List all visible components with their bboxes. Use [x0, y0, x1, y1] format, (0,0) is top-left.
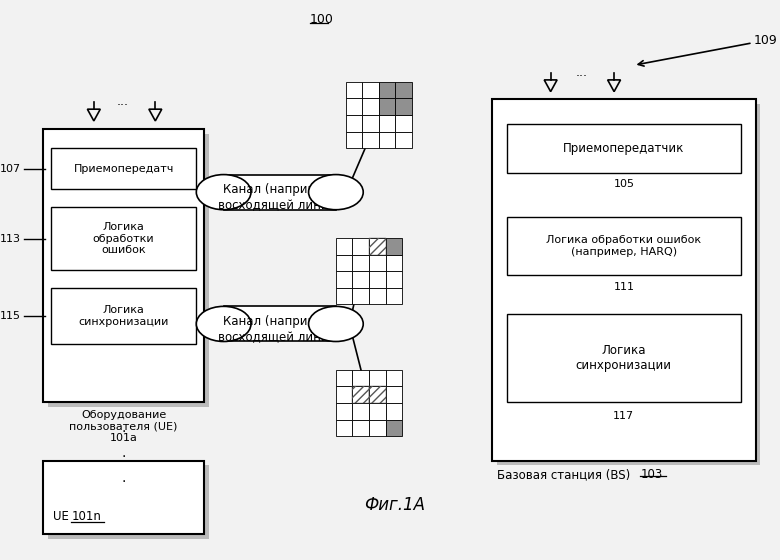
- Text: 100: 100: [310, 13, 333, 26]
- Text: Канал (например,
восходящей линии): Канал (например, восходящей линии): [218, 315, 341, 343]
- Bar: [385, 271, 402, 288]
- Bar: [224, 306, 336, 342]
- Bar: [369, 419, 385, 436]
- Bar: [385, 419, 402, 436]
- Bar: [224, 175, 336, 210]
- Bar: [353, 403, 369, 419]
- Bar: [362, 99, 379, 115]
- Text: 113: 113: [0, 234, 20, 244]
- Bar: [369, 386, 385, 403]
- Bar: [369, 238, 385, 255]
- Bar: [353, 238, 369, 255]
- Bar: [369, 370, 385, 386]
- Bar: [336, 403, 353, 419]
- Bar: [369, 271, 385, 288]
- Bar: [395, 115, 412, 132]
- Bar: [336, 419, 353, 436]
- Bar: [48, 465, 209, 539]
- Bar: [353, 255, 369, 271]
- Text: 103: 103: [640, 468, 663, 482]
- Ellipse shape: [197, 175, 251, 210]
- Bar: [336, 255, 353, 271]
- Text: ...: ...: [576, 66, 588, 78]
- Text: Логика
обработки
ошибок: Логика обработки ошибок: [93, 222, 154, 255]
- Bar: [395, 99, 412, 115]
- Bar: [346, 82, 362, 99]
- Bar: [385, 370, 402, 386]
- Text: 109: 109: [753, 34, 778, 48]
- Bar: [395, 132, 412, 148]
- Text: 115: 115: [0, 311, 20, 321]
- Bar: [369, 386, 385, 403]
- Bar: [336, 238, 353, 255]
- Bar: [51, 148, 197, 189]
- Text: 117: 117: [613, 410, 634, 421]
- Bar: [507, 217, 741, 275]
- Text: 111: 111: [613, 282, 634, 292]
- Text: Базовая станция (BS): Базовая станция (BS): [497, 468, 634, 482]
- Bar: [385, 255, 402, 271]
- Bar: [385, 288, 402, 305]
- Bar: [51, 288, 197, 344]
- Ellipse shape: [309, 306, 363, 342]
- Bar: [346, 132, 362, 148]
- Text: Логика
синхронизации: Логика синхронизации: [79, 305, 168, 327]
- Bar: [362, 115, 379, 132]
- Text: Логика обработки ошибок
(например, HARQ): Логика обработки ошибок (например, HARQ): [546, 235, 701, 256]
- Bar: [353, 386, 369, 403]
- Text: Приемопередатч: Приемопередатч: [73, 164, 174, 174]
- Text: .
.
.: . . .: [122, 421, 126, 485]
- Bar: [369, 238, 385, 255]
- Bar: [336, 288, 353, 305]
- Bar: [336, 271, 353, 288]
- Bar: [379, 82, 395, 99]
- Bar: [385, 403, 402, 419]
- Bar: [507, 314, 741, 402]
- Text: Фиг.1А: Фиг.1А: [364, 496, 425, 514]
- Bar: [369, 288, 385, 305]
- Bar: [353, 419, 369, 436]
- Bar: [362, 82, 379, 99]
- Text: 105: 105: [613, 179, 634, 189]
- Bar: [346, 115, 362, 132]
- Text: ...: ...: [117, 95, 129, 108]
- Bar: [369, 403, 385, 419]
- Text: UE: UE: [53, 510, 73, 522]
- Bar: [353, 386, 369, 403]
- Bar: [379, 115, 395, 132]
- Bar: [43, 460, 204, 534]
- Bar: [379, 132, 395, 148]
- Bar: [43, 129, 204, 402]
- Bar: [379, 99, 395, 115]
- Bar: [507, 124, 741, 172]
- Text: Оборудование
пользователя (UE)
101a: Оборудование пользователя (UE) 101a: [69, 410, 178, 443]
- Ellipse shape: [309, 175, 363, 210]
- Text: Логика
синхронизации: Логика синхронизации: [576, 344, 672, 372]
- Text: 101n: 101n: [72, 510, 101, 522]
- Ellipse shape: [197, 306, 251, 342]
- Bar: [369, 238, 385, 255]
- Bar: [48, 134, 209, 407]
- Bar: [492, 100, 756, 460]
- Bar: [362, 132, 379, 148]
- Bar: [369, 386, 385, 403]
- Bar: [336, 370, 353, 386]
- Text: Приемопередатчик: Приемопередатчик: [563, 142, 685, 155]
- Text: 107: 107: [0, 164, 20, 174]
- Bar: [353, 288, 369, 305]
- Bar: [369, 255, 385, 271]
- Bar: [385, 386, 402, 403]
- Bar: [353, 370, 369, 386]
- Bar: [395, 82, 412, 99]
- Bar: [353, 386, 369, 403]
- Bar: [336, 386, 353, 403]
- Bar: [385, 238, 402, 255]
- Bar: [497, 104, 760, 465]
- Bar: [353, 271, 369, 288]
- Bar: [346, 99, 362, 115]
- Text: Канал (например,
восходящей линии): Канал (например, восходящей линии): [218, 183, 341, 211]
- Bar: [51, 207, 197, 270]
